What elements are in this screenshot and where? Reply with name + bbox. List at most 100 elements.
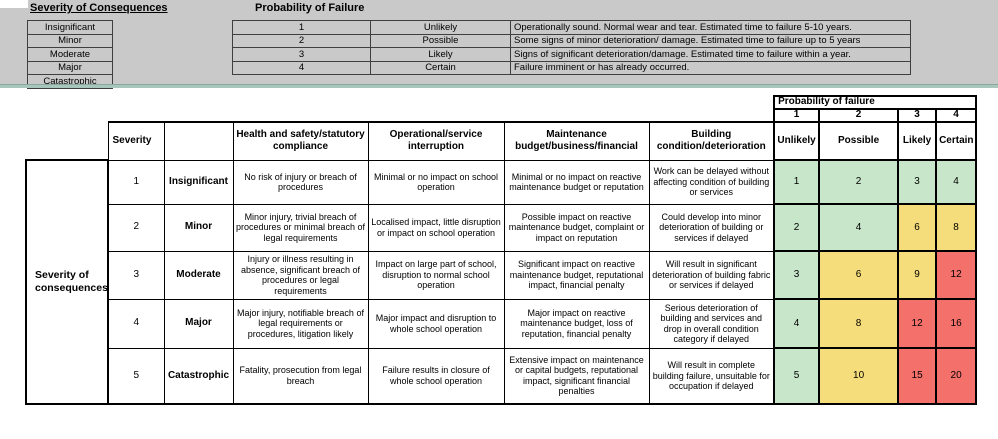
top-legend-band: Severity of Consequences Insignificant M… (0, 0, 998, 89)
risk-score-cell: 1 (773, 159, 821, 205)
risk-score-cell: 20 (935, 347, 978, 405)
probability-name-header: Certain (935, 121, 978, 161)
probability-level: 1 (232, 20, 371, 35)
table-row: Insignificant (27, 20, 113, 35)
probability-name: Possible (370, 33, 511, 48)
risk-score-cell: 3 (897, 159, 938, 205)
table-row: 3 Likely Signs of significant deteriorat… (232, 47, 911, 62)
risk-score-cell: 12 (935, 250, 978, 300)
operational-impact-cell: Failure results in closure of whole scho… (367, 347, 505, 405)
severity-legend-item: Minor (27, 33, 113, 48)
probability-level: 4 (232, 60, 371, 75)
probability-level-header: 2 (818, 108, 900, 123)
risk-score-cell: 9 (897, 250, 938, 300)
severity-legend-table: Insignificant Minor Moderate Major Catas… (27, 20, 113, 89)
severity-level-cell: 2 (107, 203, 165, 252)
maintenance-impact-cell: Significant impact on reactive maintenan… (503, 250, 650, 300)
spacer-cell (26, 109, 774, 122)
probability-legend-table: 1 Unlikely Operationally sound. Normal w… (232, 20, 911, 75)
probability-name-header: Possible (818, 121, 900, 161)
category-header-maintenance: Maintenance budget/business/financial (503, 121, 650, 161)
risk-score-cell: 5 (773, 347, 821, 405)
table-row: Major (27, 60, 113, 75)
probability-title-row: Probability of failure (26, 95, 978, 110)
risk-score-cell: 12 (897, 298, 938, 349)
probability-name: Likely (370, 47, 511, 62)
building-impact-cell: Will result in complete building failure… (648, 347, 776, 405)
severity-column-header: Severity (107, 121, 165, 161)
table-row: Minor (27, 33, 113, 48)
risk-score-cell: 4 (818, 203, 900, 252)
risk-score-cell: 3 (773, 250, 821, 300)
matrix-row-catastrophic: 5 Catastrophic Fatality, prosecution fro… (26, 347, 978, 405)
building-impact-cell: Serious deterioration of building and se… (648, 298, 776, 349)
probability-description: Signs of significant deterioration/damag… (510, 47, 911, 62)
risk-score-cell: 2 (773, 203, 821, 252)
operational-impact-cell: Minimal or no impact on school operation (367, 159, 505, 205)
risk-score-cell: 8 (818, 298, 900, 349)
probability-name-header: Likely (897, 121, 938, 161)
severity-legend-item: Major (27, 60, 113, 75)
severity-name-cell: Insignificant (163, 159, 234, 205)
risk-matrix-table: Probability of failure 1 2 3 4 Severity … (25, 95, 978, 405)
spacer-cell (26, 122, 108, 160)
matrix-row-moderate: 3 Moderate Injury or illness resulting i… (26, 250, 978, 300)
building-impact-cell: Will result in significant deterioration… (648, 250, 776, 300)
operational-impact-cell: Localised impact, little disruption or i… (367, 203, 505, 252)
matrix-header-row: Severity Health and safety/statutory com… (26, 121, 978, 161)
category-header-operational: Operational/service interruption (367, 121, 505, 161)
health-impact-cell: Major injury, notifiable breach of legal… (232, 298, 369, 349)
probability-level: 2 (232, 33, 371, 48)
severity-name-cell: Major (163, 298, 234, 349)
risk-score-cell: 16 (935, 298, 978, 349)
risk-score-cell: 15 (897, 347, 938, 405)
severity-level-cell: 4 (107, 298, 165, 349)
probability-description: Failure imminent or has already occurred… (510, 60, 911, 75)
severity-name-cell: Catastrophic (163, 347, 234, 405)
matrix-row-insignificant: Severity of consequences 1 Insignificant… (25, 159, 978, 405)
severity-legend-item: Moderate (27, 47, 113, 62)
category-header-health: Health and safety/statutory compliance (232, 121, 369, 161)
operational-impact-cell: Impact on large part of school, disrupti… (367, 250, 505, 300)
probability-name: Unlikely (370, 20, 511, 35)
health-impact-cell: Minor injury, trivial breach of procedur… (232, 203, 369, 252)
corner-notch (0, 0, 28, 8)
severity-name-cell: Moderate (163, 250, 234, 300)
risk-score-cell: 2 (818, 159, 900, 205)
health-impact-cell: No risk of injury or breach of procedure… (232, 159, 369, 205)
risk-score-cell: 6 (818, 250, 900, 300)
risk-score-cell: 4 (773, 298, 821, 349)
probability-levels-row: 1 2 3 4 (26, 108, 978, 123)
maintenance-impact-cell: Extensive impact on maintenance or capit… (503, 347, 650, 405)
risk-score-cell: 10 (818, 347, 900, 405)
severity-legend-title: Severity of Consequences (30, 2, 168, 14)
maintenance-impact-cell: Possible impact on reactive maintenance … (503, 203, 650, 252)
severity-level-cell: 3 (107, 250, 165, 300)
probability-of-failure-header: Probability of failure (773, 95, 978, 110)
probability-description: Some signs of minor deterioration/ damag… (510, 33, 911, 48)
severity-legend-item: Insignificant (27, 20, 113, 35)
risk-score-cell: 4 (935, 159, 978, 205)
severity-row-group-label: Severity of consequences (25, 159, 109, 405)
probability-level-header: 4 (935, 108, 978, 123)
severity-level-cell: 1 (107, 159, 165, 205)
building-impact-cell: Could develop into minor deterioration o… (648, 203, 776, 252)
health-impact-cell: Fatality, prosecution from legal breach (232, 347, 369, 405)
building-impact-cell: Work can be delayed without affecting co… (648, 159, 776, 205)
probability-level-header: 3 (897, 108, 938, 123)
table-row: 1 Unlikely Operationally sound. Normal w… (232, 20, 911, 35)
maintenance-impact-cell: Major impact on reactive maintenance bud… (503, 298, 650, 349)
probability-name-header: Unlikely (773, 121, 821, 161)
risk-score-cell: 8 (935, 203, 978, 252)
category-header-building: Building condition/deterioration (648, 121, 776, 161)
probability-description: Operationally sound. Normal wear and tea… (510, 20, 911, 35)
risk-score-cell: 6 (897, 203, 938, 252)
probability-level: 3 (232, 47, 371, 62)
probability-name: Certain (370, 60, 511, 75)
maintenance-impact-cell: Minimal or no impact on reactive mainten… (503, 159, 650, 205)
health-impact-cell: Injury or illness resulting in absence, … (232, 250, 369, 300)
table-row: Moderate (27, 47, 113, 62)
matrix-row-major: 4 Major Major injury, notifiable breach … (26, 298, 978, 349)
probability-legend-title: Probability of Failure (255, 2, 365, 14)
